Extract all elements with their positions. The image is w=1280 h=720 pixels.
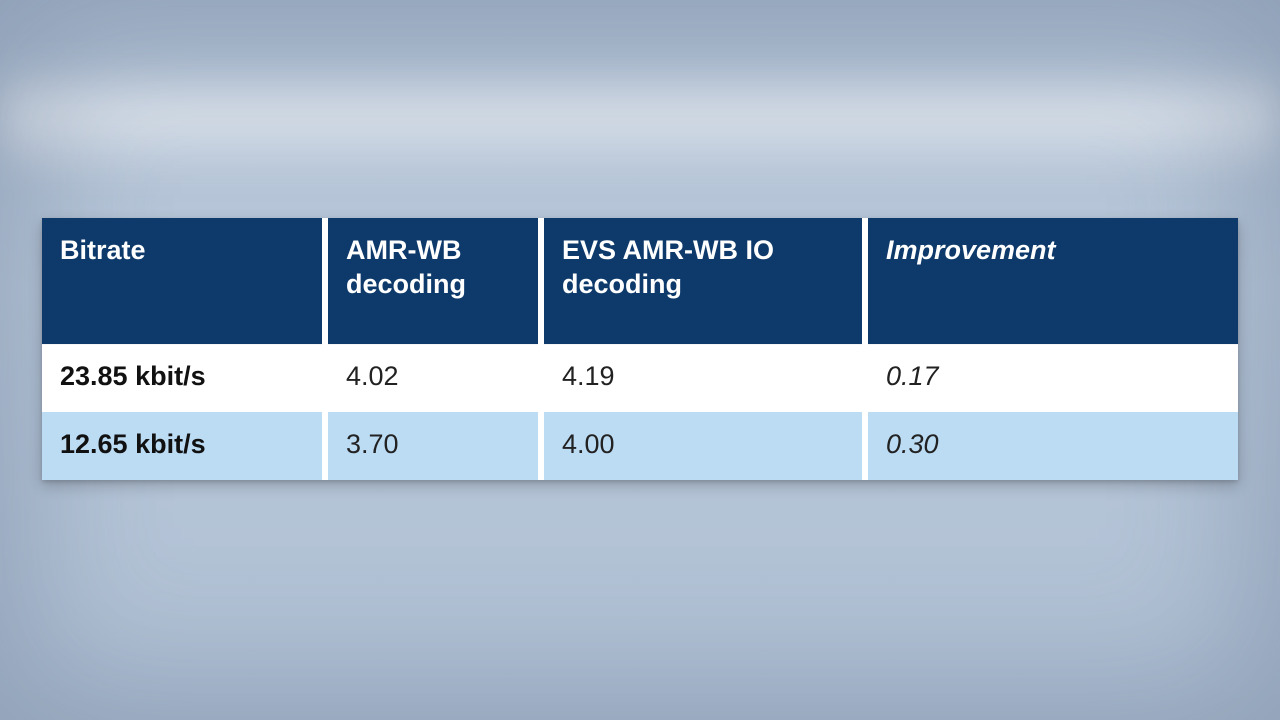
cell-evs: 4.19	[544, 344, 868, 412]
col-header-improvement: Improvement	[868, 218, 1238, 344]
col-header-evs: EVS AMR-WB IO decoding	[544, 218, 868, 344]
col-header-amrwb: AMR-WB decoding	[328, 218, 544, 344]
cell-bitrate: 12.65 kbit/s	[42, 412, 328, 480]
codec-comparison-table: Bitrate AMR-WB decoding EVS AMR-WB IO de…	[42, 218, 1238, 480]
table-header-row: Bitrate AMR-WB decoding EVS AMR-WB IO de…	[42, 218, 1238, 344]
table-row: 12.65 kbit/s 3.70 4.00 0.30	[42, 412, 1238, 480]
cell-amrwb: 3.70	[328, 412, 544, 480]
cell-amrwb: 4.02	[328, 344, 544, 412]
background-highlight-band	[0, 60, 1280, 180]
table-row: 23.85 kbit/s 4.02 4.19 0.17	[42, 344, 1238, 412]
cell-evs: 4.00	[544, 412, 868, 480]
col-header-bitrate: Bitrate	[42, 218, 328, 344]
cell-improvement: 0.17	[868, 344, 1238, 412]
cell-improvement: 0.30	[868, 412, 1238, 480]
table: Bitrate AMR-WB decoding EVS AMR-WB IO de…	[42, 218, 1238, 480]
cell-bitrate: 23.85 kbit/s	[42, 344, 328, 412]
